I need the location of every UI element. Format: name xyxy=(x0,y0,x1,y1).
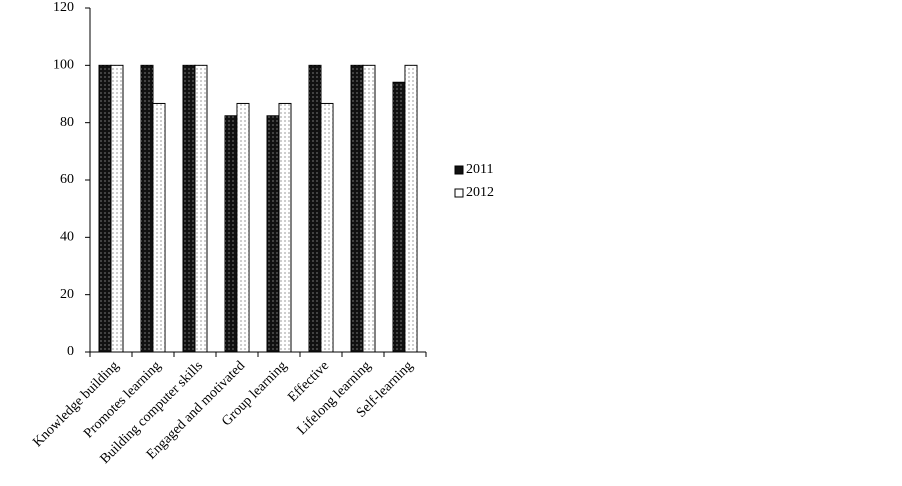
bar xyxy=(140,64,154,353)
bar xyxy=(362,64,376,353)
bar xyxy=(392,81,406,353)
bar xyxy=(308,64,322,353)
bar xyxy=(278,102,292,353)
y-tick-label: 80 xyxy=(60,115,74,130)
legend-label: 2011 xyxy=(466,162,493,177)
y-tick-label: 100 xyxy=(53,58,74,73)
legend-label: 2012 xyxy=(466,185,494,200)
y-tick-label: 20 xyxy=(60,287,74,302)
bar xyxy=(152,102,166,353)
x-tick-label: Promotes learning xyxy=(81,358,164,441)
bar xyxy=(266,115,280,353)
bar xyxy=(98,64,112,353)
legend-swatch xyxy=(454,165,464,175)
y-tick-label: 60 xyxy=(60,172,74,187)
bar xyxy=(182,64,196,353)
bar xyxy=(236,102,250,353)
bar xyxy=(194,64,208,353)
bar xyxy=(350,64,364,353)
bar xyxy=(110,64,124,353)
bar xyxy=(224,115,238,353)
y-tick-label: 120 xyxy=(53,0,74,15)
y-tick-label: 0 xyxy=(67,344,74,359)
y-tick-label: 40 xyxy=(60,230,74,245)
legend-swatch xyxy=(454,188,464,198)
bar xyxy=(404,64,418,353)
bar xyxy=(320,102,334,353)
x-tick-label: Lifelong learning xyxy=(294,358,374,438)
